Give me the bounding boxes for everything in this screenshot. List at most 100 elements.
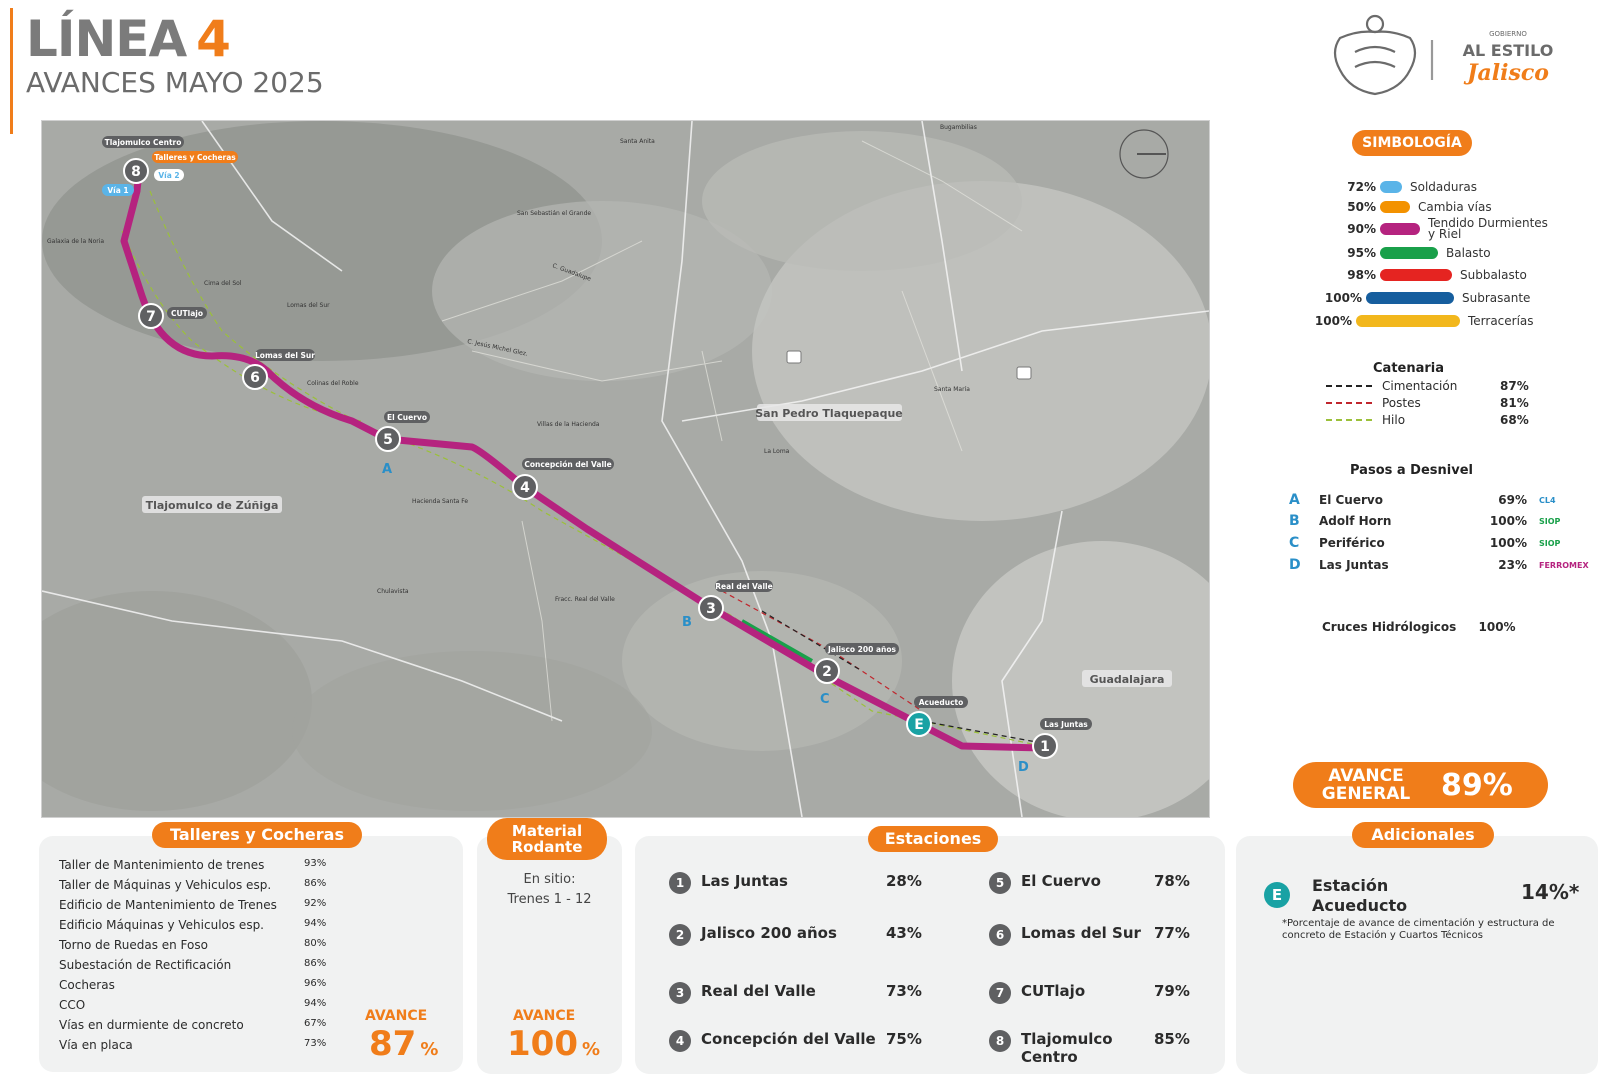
estaciones-panel: 1 Las Juntas 28% 2 Jalisco 200 años 43% 3 Rea… — [635, 836, 1225, 1074]
station-7-marker: 7 — [138, 303, 164, 329]
taller-row: Subestación de Rectificación 86% — [59, 958, 327, 972]
svg-text:San Pedro Tlaquepaque: San Pedro Tlaquepaque — [755, 407, 903, 420]
svg-text:Real del Valle: Real del Valle — [715, 582, 772, 591]
svg-text:5: 5 — [383, 432, 393, 448]
svg-text:Fracc. Real del Valle: Fracc. Real del Valle — [555, 596, 615, 603]
taller-row: Edificio Máquinas y Vehiculos esp. 94% — [59, 918, 327, 932]
legend-swatch — [1380, 181, 1402, 193]
catenaria-lines — [121, 190, 1043, 747]
catenaria-row-hilo: Hilo 68% — [1326, 413, 1529, 427]
taller-row: Vía en placa 73% — [59, 1038, 327, 1052]
svg-text:Cima del Sol: Cima del Sol — [204, 280, 242, 287]
municipality-labels: San Pedro Tlaquepaque Tlajomulco de Zúñi… — [142, 404, 1172, 687]
estacion-item-tlajomulco-centro: 8 Tlajomulco Centro 85% — [989, 1030, 1190, 1066]
taller-row: CCO 94% — [59, 998, 327, 1012]
dash-swatch — [1326, 385, 1372, 387]
svg-text:Galaxia de la Noria: Galaxia de la Noria — [47, 238, 104, 245]
svg-text:Vía 1: Vía 1 — [107, 186, 128, 195]
station-e-acueducto-marker: E — [906, 711, 932, 737]
legend-row-terracerias: 100% Terracerías — [1314, 313, 1534, 328]
station-4-marker: 4 — [512, 474, 538, 500]
talleres-header: Talleres y Cocheras — [152, 822, 362, 848]
svg-text:Vía 2: Vía 2 — [158, 171, 179, 180]
material-avance-label: AVANCE — [513, 1008, 576, 1024]
talleres-avance-value: 87% — [369, 1024, 439, 1064]
svg-text:Lomas del Sur: Lomas del Sur — [255, 351, 315, 360]
adicional-pct: 14%* — [1521, 880, 1580, 904]
svg-text:3: 3 — [706, 601, 716, 617]
map-terrain — [42, 121, 1209, 817]
svg-text:Bugambilias: Bugambilias — [940, 124, 977, 131]
legend-swatch — [1366, 292, 1454, 304]
estacion-item-cutlajo: 7 CUTlajo 79% — [989, 982, 1190, 1004]
svg-text:Hacienda Santa Fe: Hacienda Santa Fe — [412, 498, 468, 505]
station-1-marker: 1 — [1032, 733, 1058, 759]
legend-row-subbalasto: 98% Subbalasto — [1347, 267, 1527, 282]
svg-text:Santa Anita: Santa Anita — [620, 138, 655, 145]
line-4-map: 8 7 6 5 4 3 2 E 1 A B C D Tlajomulco Cen… — [41, 120, 1210, 818]
catenaria-header: Catenaria — [1373, 361, 1445, 376]
paso-c-letter: C — [820, 692, 830, 707]
taller-row: Cocheras 96% — [59, 978, 327, 992]
station-labels: Tlajomulco Centro Talleres y Cocheras Ví… — [102, 136, 1092, 730]
svg-text:AL ESTILO: AL ESTILO — [1463, 41, 1554, 60]
station-6-marker: 6 — [242, 364, 268, 390]
svg-text:Tlajomulco de Zúñiga: Tlajomulco de Zúñiga — [146, 499, 279, 512]
legend-swatch — [1380, 223, 1420, 235]
legend-row-cambia-vias: 50% Cambia vías — [1347, 199, 1492, 214]
svg-text:Jalisco: Jalisco — [1463, 60, 1549, 86]
estacion-item-jalisco-200: 2 Jalisco 200 años 43% — [669, 924, 922, 946]
svg-text:Jalisco 200 años: Jalisco 200 años — [827, 645, 896, 654]
legend-row-soldaduras: 72% Soldaduras — [1347, 179, 1478, 194]
svg-text:7: 7 — [146, 309, 156, 325]
svg-text:Talleres y Cocheras: Talleres y Cocheras — [154, 153, 236, 162]
taller-row: Edificio de Mantenimiento de Trenes 92% — [59, 898, 327, 912]
talleres-panel: Taller de Mantenimiento de trenes 93% Tal… — [39, 836, 463, 1072]
paso-row-adolf-horn: B Adolf Horn 100% SIOP — [1289, 513, 1561, 529]
adicionales-header: Adicionales — [1352, 822, 1494, 848]
acueducto-e-badge: E — [1264, 882, 1290, 908]
svg-text:2: 2 — [822, 664, 832, 680]
svg-text:GOBIERNO: GOBIERNO — [1489, 30, 1527, 38]
talleres-avance-label: AVANCE — [365, 1008, 428, 1024]
svg-text:6: 6 — [250, 370, 260, 386]
svg-text:4: 4 — [520, 480, 530, 496]
estacion-item-las-juntas: 1 Las Juntas 28% — [669, 872, 922, 894]
svg-text:Las Juntas: Las Juntas — [1044, 720, 1088, 729]
svg-text:1: 1 — [1040, 739, 1050, 755]
svg-text:Acueducto: Acueducto — [919, 698, 964, 707]
legend-swatch — [1380, 201, 1410, 213]
page-title: LÍNEA 4 — [26, 10, 231, 68]
taller-row: Taller de Mantenimiento de trenes 93% — [59, 858, 327, 872]
adicional-note: *Porcentaje de avance de cimentación y e… — [1282, 918, 1555, 941]
legend-swatch — [1356, 315, 1460, 327]
svg-text:Guadalajara: Guadalajara — [1090, 673, 1165, 686]
svg-text:Lomas del Sur: Lomas del Sur — [287, 302, 330, 309]
legend-swatch — [1380, 247, 1438, 259]
svg-text:Villas de la Hacienda: Villas de la Hacienda — [537, 421, 600, 428]
accent-bar — [10, 8, 13, 134]
simbologia-header: SIMBOLOGÍA — [1352, 130, 1472, 156]
taller-row: Torno de Ruedas en Foso 80% — [59, 938, 327, 952]
station-3-marker: 3 — [698, 595, 724, 621]
svg-text:E: E — [914, 717, 924, 733]
paso-row-las-juntas: D Las Juntas 23% FERROMEX — [1289, 557, 1589, 573]
paso-row-periferico: C Periférico 100% SIOP — [1289, 535, 1561, 551]
gobierno-jalisco-logo: GOBIERNO AL ESTILO Jalisco — [1333, 14, 1554, 96]
adicionales-panel: E Estación Acueducto 14%* *Porcentaje de… — [1236, 836, 1598, 1074]
line-4-track — [120, 167, 1048, 752]
station-2-marker: 2 — [814, 658, 840, 684]
pasos-header: Pasos a Desnivel — [1350, 463, 1473, 478]
legend-swatch — [1380, 269, 1452, 281]
legend-row-subrasante: 100% Subrasante — [1324, 290, 1531, 305]
paso-a-letter: A — [382, 462, 392, 477]
material-header: Material Rodante — [487, 818, 607, 860]
material-panel: En sitio: Trenes 1 - 12 AVANCE 100% — [477, 836, 622, 1074]
roads — [441, 140, 1023, 722]
estacion-item-lomas-del-sur: 6 Lomas del Sur 77% — [989, 924, 1190, 946]
avance-general-badge: AVANCE GENERAL 89% — [1293, 762, 1548, 808]
svg-text:San Sebastián el Grande: San Sebastián el Grande — [517, 210, 591, 217]
paso-d-letter: D — [1018, 760, 1029, 775]
dash-swatch — [1326, 402, 1372, 404]
svg-text:CUTlajo: CUTlajo — [171, 309, 203, 318]
